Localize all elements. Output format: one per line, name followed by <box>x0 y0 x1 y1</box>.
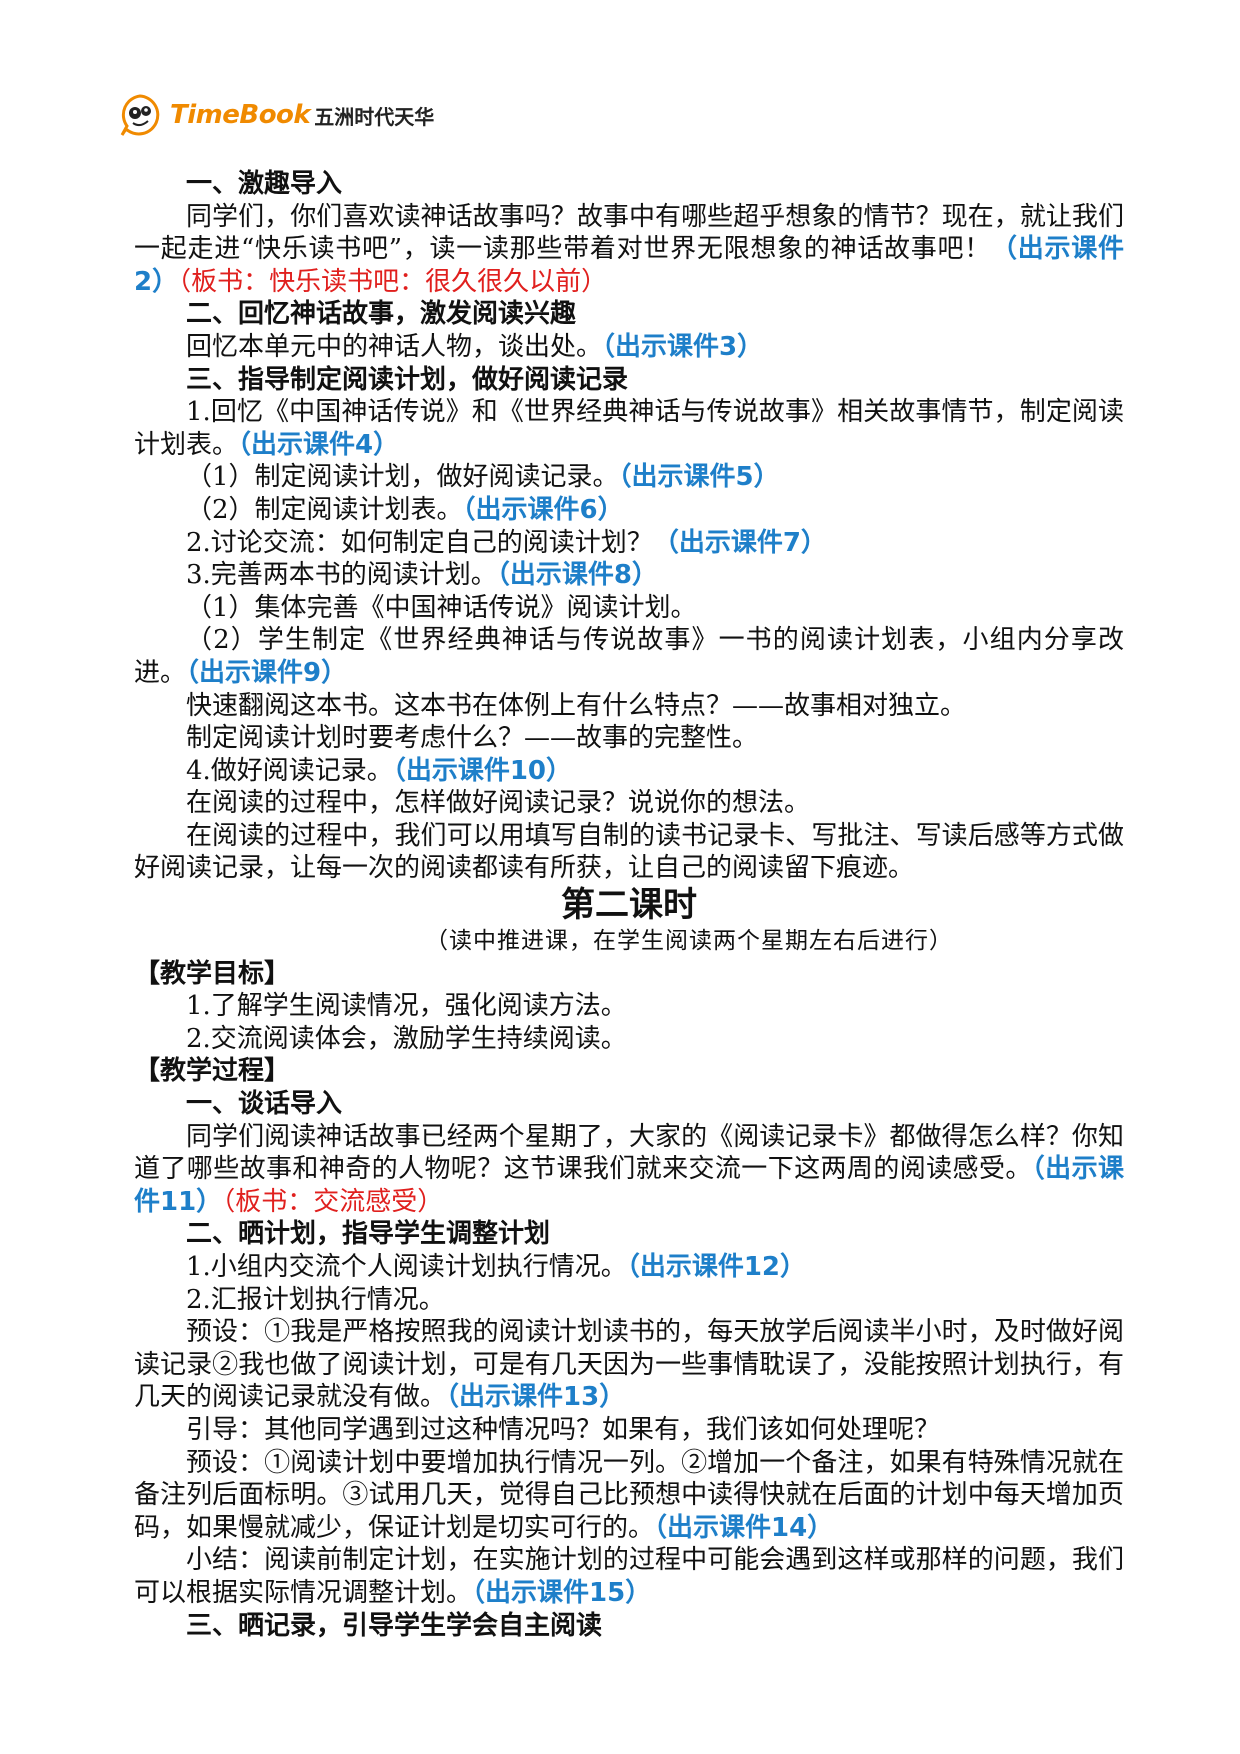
paragraph: 小结：阅读前制定计划，在实施计划的过程中可能会遇到这样或那样的问题，我们可以根据… <box>134 1544 1124 1609</box>
text-run: （1）制定阅读计划，做好阅读记录。 <box>186 462 619 493</box>
text-run: 第二课时 <box>561 885 697 926</box>
brand: TimeBook <box>170 100 311 130</box>
highlight-text: （出示课件2） <box>134 234 1124 297</box>
paragraph: 在阅读的过程中，怎样做好阅读记录？说说你的想法。 <box>134 787 1124 820</box>
text-run: 制定阅读计划时要考虑什么？——故事的完整性。 <box>186 723 759 754</box>
text-run: 2.交流阅读体会，激励学生持续阅读。 <box>186 1023 627 1054</box>
paragraph: 在阅读的过程中，我们可以用填写自制的读书记录卡、写批注、写读后感等方式做好阅读记… <box>134 820 1124 885</box>
paragraph: 三、晒记录，引导学生学会自主阅读 <box>134 1610 1124 1643</box>
paragraph: 同学们，你们喜欢读神话故事吗？故事中有哪些超乎想象的情节？现在，就让我们一起走进… <box>134 201 1124 299</box>
paragraph: 二、晒计划，指导学生调整计划 <box>134 1218 1124 1251</box>
paragraph: 4.做好阅读记录。（出示课件10） <box>134 755 1124 788</box>
text-run: 预设：①我是严格按照我的阅读计划读书的，每天放学后阅读半小时，及时做好阅读记录②… <box>134 1317 1124 1413</box>
text-run: 回忆本单元中的神话人物，谈出处。 <box>186 331 603 362</box>
highlight-text: （出示课件10） <box>392 755 572 786</box>
text-run: 一、激趣导入 <box>186 169 343 199</box>
highlight-text: （板书：交流感受） <box>222 1186 444 1217</box>
paragraph: （2）学生制定《世界经典神话与传说故事》一书的阅读计划表，小组内分享改进。（出示… <box>134 624 1124 689</box>
text-run: 【教学目标】 <box>134 958 291 989</box>
highlight-text: （出示课件4） <box>238 429 400 460</box>
paragraph: 预设：①我是严格按照我的阅读计划读书的，每天放学后阅读半小时，及时做好阅读记录②… <box>134 1316 1124 1414</box>
paragraph: 引导：其他同学遇到过这种情况吗？如果有，我们该如何处理呢？ <box>134 1414 1124 1447</box>
paragraph: 同学们阅读神话故事已经两个星期了，大家的《阅读记录卡》都做得怎么样？你知道了哪些… <box>134 1121 1124 1219</box>
highlight-text: （出示课件13） <box>446 1382 626 1413</box>
text-run: 预设：①阅读计划中要增加执行情况一列。②增加一个备注，如果有特殊情况就在备注列后… <box>134 1447 1124 1543</box>
paragraph: 3.完善两本书的阅读计划。（出示课件8） <box>134 559 1124 592</box>
text-run: （1）集体完善《中国神话传说》阅读计划。 <box>186 592 697 623</box>
highlight-text: （出示课件6） <box>462 494 624 525</box>
text-run: （2）制定阅读计划表。 <box>186 494 463 525</box>
text-run: 二、晒计划，指导学生调整计划 <box>186 1219 551 1250</box>
highlight-text: （出示课件14） <box>654 1512 834 1543</box>
text-run: 三、晒记录，引导学生学会自主阅读 <box>186 1610 603 1641</box>
text-run: 一、谈话导入 <box>186 1089 343 1120</box>
text-run: 三、指导制定阅读计划，做好阅读记录 <box>186 364 629 395</box>
paragraph: 1.了解学生阅读情况，强化阅读方法。 <box>134 990 1124 1023</box>
logo-icon <box>120 94 160 136</box>
text-run: 引导：其他同学遇到过这种情况吗？如果有，我们该如何处理呢？ <box>186 1414 941 1445</box>
text-run: 2.讨论交流：如何制定自己的阅读计划？ <box>186 527 653 558</box>
text-run: 快速翻阅这本书。这本书在体例上有什么特点？——故事相对独立。 <box>186 690 967 721</box>
text-run: 【教学过程】 <box>134 1056 291 1087</box>
text-run: 在阅读的过程中，怎样做好阅读记录？说说你的想法。 <box>186 788 811 819</box>
paragraph: （1）集体完善《中国神话传说》阅读计划。 <box>134 592 1124 625</box>
text-run: 4.做好阅读记录。 <box>186 755 393 786</box>
text-run: 同学们阅读神话故事已经两个星期了，大家的《阅读记录卡》都做得怎么样？你知道了哪些… <box>134 1121 1124 1185</box>
highlight-text: （出示课件9） <box>186 657 348 688</box>
highlight-text: （出示课件11） <box>134 1154 1124 1217</box>
paragraph: （读中推进课，在学生阅读两个星期左右后进行） <box>134 925 1124 958</box>
text-run: （读中推进课，在学生阅读两个星期左右后进行） <box>425 928 953 955</box>
paragraph: 2.汇报计划执行情况。 <box>134 1284 1124 1317</box>
paragraph: 第二课时 <box>134 885 1124 925</box>
text-run: 1.小组内交流个人阅读计划执行情况。 <box>186 1252 627 1282</box>
paragraph: 二、回忆神话故事，激发阅读兴趣 <box>134 298 1124 331</box>
paragraph: 预设：①阅读计划中要增加执行情况一列。②增加一个备注，如果有特殊情况就在备注列后… <box>134 1447 1124 1545</box>
highlight-text: （出示课件8） <box>496 560 658 591</box>
paragraph: 一、激趣导入 <box>134 168 1124 201</box>
paragraph: 【教学目标】 <box>134 958 1124 991</box>
text-run: 小结：阅读前制定计划，在实施计划的过程中可能会遇到这样或那样的问题，我们可以根据… <box>134 1545 1124 1608</box>
paragraph: （2）制定阅读计划表。（出示课件6） <box>134 494 1124 527</box>
paragraph: 2.交流阅读体会，激励学生持续阅读。 <box>134 1023 1124 1056</box>
text-run: （2）学生制定《世界经典神话与传说故事》一书的阅读计划表，小组内分享改进。 <box>134 625 1124 688</box>
highlight-text: （出示课件7） <box>652 527 827 558</box>
text-run: 3.完善两本书的阅读计划。 <box>186 560 497 591</box>
header: TimeBook 五洲时代天华 <box>118 90 434 140</box>
paragraph: 【教学过程】 <box>134 1055 1124 1088</box>
text-run: 二、回忆神话故事，激发阅读兴趣 <box>186 299 577 330</box>
paragraph: （1）制定阅读计划，做好阅读记录。（出示课件5） <box>134 461 1124 494</box>
text-run: 1.了解学生阅读情况，强化阅读方法。 <box>186 991 627 1022</box>
text-run: 同学们，你们喜欢读神话故事吗？故事中有哪些超乎想象的情节？现在，就让我们一起走进… <box>134 201 1124 265</box>
paragraph: 制定阅读计划时要考虑什么？——故事的完整性。 <box>134 722 1124 755</box>
paragraph: 1.回忆《中国神话传说》和《世界经典神话与传说故事》相关故事情节，制定阅读计划表… <box>134 396 1124 461</box>
paragraph: 快速翻阅这本书。这本书在体例上有什么特点？——故事相对独立。 <box>134 690 1124 723</box>
text-run: 在阅读的过程中，我们可以用填写自制的读书记录卡、写批注、写读后感等方式做好阅读记… <box>134 820 1124 884</box>
highlight-text: （出示课件3） <box>602 331 764 362</box>
paragraph: 2.讨论交流：如何制定自己的阅读计划？（出示课件7） <box>134 527 1124 560</box>
highlight-text: （出示课件5） <box>618 462 780 493</box>
paragraph: 1.小组内交流个人阅读计划执行情况。（出示课件12） <box>134 1251 1124 1284</box>
paragraph: 一、谈话导入 <box>134 1088 1124 1121</box>
highlight-text: （出示课件12） <box>626 1252 806 1282</box>
company: 五洲时代天华 <box>314 104 435 129</box>
paragraph: 三、指导制定阅读计划，做好阅读记录 <box>134 364 1124 397</box>
text-run: 2.汇报计划执行情况。 <box>186 1284 445 1315</box>
highlight-text: （出示课件15） <box>472 1577 652 1608</box>
highlight-text: （板书：快乐读书吧：很久很久以前） <box>178 266 608 297</box>
text-run: 1.回忆《中国神话传说》和《世界经典神话与传说故事》相关故事情节，制定阅读计划表… <box>134 397 1124 460</box>
document-body: 一、激趣导入 同学们，你们喜欢读神话故事吗？故事中有哪些超乎想象的情节？现在，就让… <box>134 168 1124 1642</box>
paragraph: 回忆本单元中的神话人物，谈出处。（出示课件3） <box>134 331 1124 364</box>
